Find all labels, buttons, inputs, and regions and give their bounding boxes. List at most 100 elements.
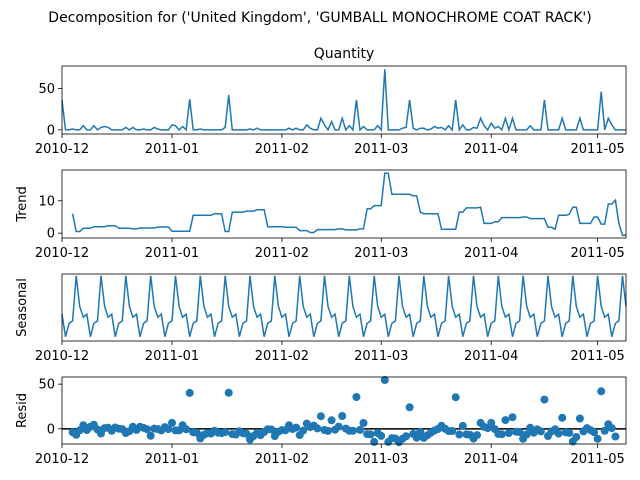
- x-tick-label: 2011-05: [570, 349, 624, 364]
- y-tick-label: 0: [47, 422, 55, 437]
- resid-point: [359, 419, 368, 427]
- x-tick-label: 2011-02: [255, 246, 309, 261]
- resid-point: [146, 431, 155, 440]
- x-tick-label: 2011-03: [354, 349, 408, 364]
- resid-point: [402, 432, 411, 441]
- resid-point: [497, 430, 506, 439]
- resid-point: [182, 425, 191, 434]
- x-tick-label: 2010-12: [35, 452, 89, 467]
- resid-point: [522, 430, 531, 439]
- panel-title: Quantity: [314, 46, 375, 62]
- axes-frame: [61, 273, 627, 342]
- resid-point: [501, 416, 510, 425]
- y-axis-label: Seasonal: [15, 278, 30, 337]
- resid-point: [448, 427, 457, 435]
- x-tick-label: 2011-05: [570, 246, 624, 261]
- x-tick-label: 2011-05: [570, 142, 624, 157]
- resid-point: [267, 425, 276, 434]
- resid-point: [356, 425, 364, 434]
- x-tick-label: 2010-12: [35, 142, 89, 157]
- y-axis-label: Trend: [15, 186, 30, 223]
- x-tick-label: 2011-02: [255, 142, 309, 157]
- resid-point: [515, 428, 524, 436]
- resid-point: [185, 388, 194, 397]
- resid-point: [143, 425, 152, 434]
- axes-frame: [61, 65, 627, 135]
- resid-point: [451, 393, 460, 402]
- resid-point: [292, 423, 301, 432]
- x-tick-label: 2011-02: [255, 349, 309, 364]
- resid-point: [168, 418, 176, 427]
- resid-point: [611, 432, 620, 441]
- resid-point: [540, 395, 549, 404]
- x-tick-label: 2011-01: [145, 452, 199, 467]
- resid-point: [313, 424, 322, 433]
- resid-point: [536, 427, 545, 436]
- x-tick-label: 2011-04: [464, 349, 518, 364]
- y-tick-label: 10: [38, 194, 55, 209]
- x-tick-label: 2011-01: [145, 349, 199, 364]
- x-tick-label: 2011-04: [464, 142, 518, 157]
- resid-point: [327, 416, 336, 425]
- x-tick-label: 2011-04: [464, 452, 518, 467]
- resid-point: [607, 424, 616, 433]
- resid-point: [504, 429, 513, 437]
- x-tick-label: 2011-04: [464, 246, 518, 261]
- resid-point: [455, 430, 464, 439]
- panel-2: 2010-12 2011-01 2011-02 2011-03 2011-04 2011-…: [15, 273, 627, 364]
- resid-point: [299, 426, 308, 435]
- axes-frame: [61, 169, 627, 239]
- resid-point: [593, 434, 602, 443]
- x-tick-label: 2010-12: [35, 349, 89, 364]
- panel-3: 0 50 2010-12 2011-01 2011-02 2011-03 2011-04 20…: [15, 376, 627, 467]
- resid-point: [366, 430, 375, 439]
- resid-point: [221, 428, 230, 437]
- resid-point: [352, 393, 361, 401]
- x-tick-label: 2011-01: [145, 246, 199, 261]
- resid-point: [600, 426, 609, 435]
- resid-point: [380, 376, 389, 384]
- panel-1: 0 10 2010-12 2011-01 2011-02 2011-03 2011-04 20…: [15, 169, 627, 261]
- series-line: [61, 69, 626, 133]
- resid-point: [370, 437, 379, 446]
- x-tick-label: 2011-02: [255, 452, 309, 467]
- resid-point: [348, 426, 357, 435]
- series-line: [71, 172, 627, 237]
- panel-0: 0 50 2010-12 2011-01 2011-02 2011-03 2011-04 20…: [35, 46, 627, 157]
- x-tick-label: 2010-12: [35, 246, 89, 261]
- resid-point: [487, 418, 496, 427]
- resid-point: [554, 429, 563, 438]
- y-tick-label: 50: [38, 82, 55, 97]
- y-tick-label: 0: [47, 123, 55, 138]
- resid-point: [338, 412, 347, 420]
- figure-suptitle: Decomposition for ('United Kingdom', 'GU…: [48, 10, 591, 26]
- resid-point: [558, 413, 567, 422]
- resid-point: [164, 425, 173, 434]
- y-tick-label: 0: [47, 227, 55, 242]
- resid-point: [377, 431, 386, 440]
- y-tick-label: 50: [38, 378, 55, 393]
- x-tick-label: 2011-03: [354, 452, 408, 467]
- resid-point: [412, 433, 421, 442]
- resid-point: [334, 422, 343, 431]
- resid-point: [324, 426, 332, 435]
- resid-point: [224, 388, 233, 397]
- x-tick-label: 2011-03: [354, 142, 408, 157]
- resid-point: [590, 428, 599, 437]
- x-tick-label: 2011-01: [145, 142, 199, 157]
- axes-frame: [61, 376, 627, 445]
- series-line: [61, 275, 627, 337]
- resid-point: [473, 431, 481, 440]
- resid-point: [597, 387, 606, 396]
- y-axis-label: Resid: [15, 393, 30, 428]
- resid-point: [316, 412, 325, 421]
- resid-point: [572, 433, 581, 441]
- x-tick-label: 2011-03: [354, 246, 408, 261]
- resid-point: [405, 403, 414, 412]
- x-tick-label: 2011-05: [570, 452, 624, 467]
- resid-point: [508, 413, 517, 422]
- resid-point: [565, 428, 574, 437]
- resid-point: [458, 421, 467, 430]
- resid-point: [416, 427, 425, 436]
